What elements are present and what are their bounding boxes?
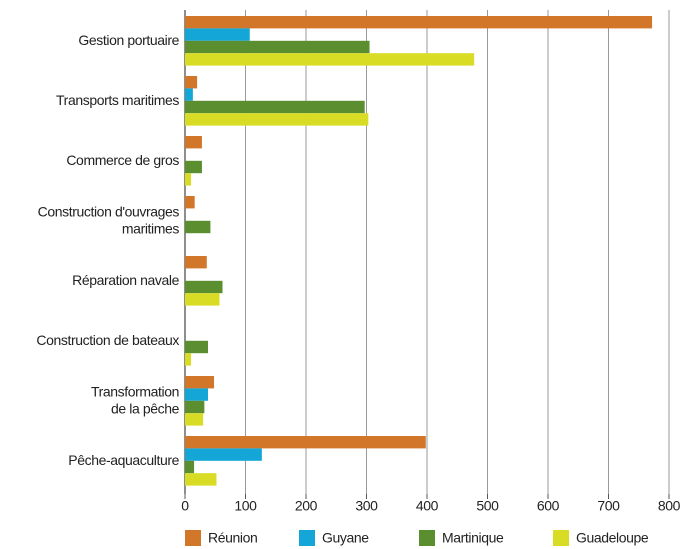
x-tick-label: 400 [416, 498, 439, 514]
bar [185, 220, 211, 234]
legend-label: Réunion [208, 530, 257, 546]
x-tick-label: 0 [181, 498, 189, 514]
legend-swatch [299, 530, 315, 546]
bar [185, 413, 204, 426]
bar [185, 340, 208, 354]
bar [185, 376, 215, 389]
y-tick-label: Pêche-aquaculture [68, 452, 179, 468]
legend-swatch [419, 530, 435, 546]
bar [185, 196, 195, 209]
y-tick-label: Construction d'ouvrages maritimes [38, 203, 180, 236]
bar [185, 160, 202, 174]
bar [185, 436, 426, 449]
x-tick-label: 200 [295, 498, 318, 514]
y-tick-label: Réparation navale [72, 272, 179, 288]
legend-swatch [185, 530, 201, 546]
y-tick-label: Commerce de gros [66, 152, 179, 168]
x-tick-label: 800 [658, 498, 681, 514]
x-tick-label: 700 [597, 498, 620, 514]
bar [185, 113, 369, 126]
bar [185, 88, 193, 101]
legend-label: Martinique [442, 530, 504, 546]
bar [185, 280, 223, 294]
bar [185, 256, 207, 269]
y-tick-label: Gestion portuaire [78, 32, 179, 48]
bar [185, 473, 217, 486]
bar [185, 136, 202, 149]
y-tick-label: Transformation de la pêche [91, 383, 180, 416]
legend-swatch [553, 530, 569, 546]
y-tick-label: Transports maritimes [56, 92, 179, 108]
bar [185, 76, 198, 89]
bar [185, 293, 220, 306]
bar [185, 28, 250, 41]
bar [185, 53, 475, 66]
bar [185, 100, 365, 114]
y-tick-label: Construction de bateaux [36, 332, 179, 348]
legend-label: Guyane [322, 530, 369, 546]
bar [185, 353, 192, 366]
x-tick-label: 100 [234, 498, 257, 514]
bar [185, 400, 205, 414]
bar [185, 388, 208, 401]
x-tick-label: 300 [355, 498, 378, 514]
bar [185, 173, 192, 186]
x-tick-label: 500 [476, 498, 499, 514]
bar [185, 16, 653, 29]
bar [185, 448, 262, 461]
bar [185, 460, 195, 474]
bar [185, 40, 370, 54]
x-tick-label: 600 [537, 498, 560, 514]
legend-label: Guadeloupe [576, 530, 649, 546]
